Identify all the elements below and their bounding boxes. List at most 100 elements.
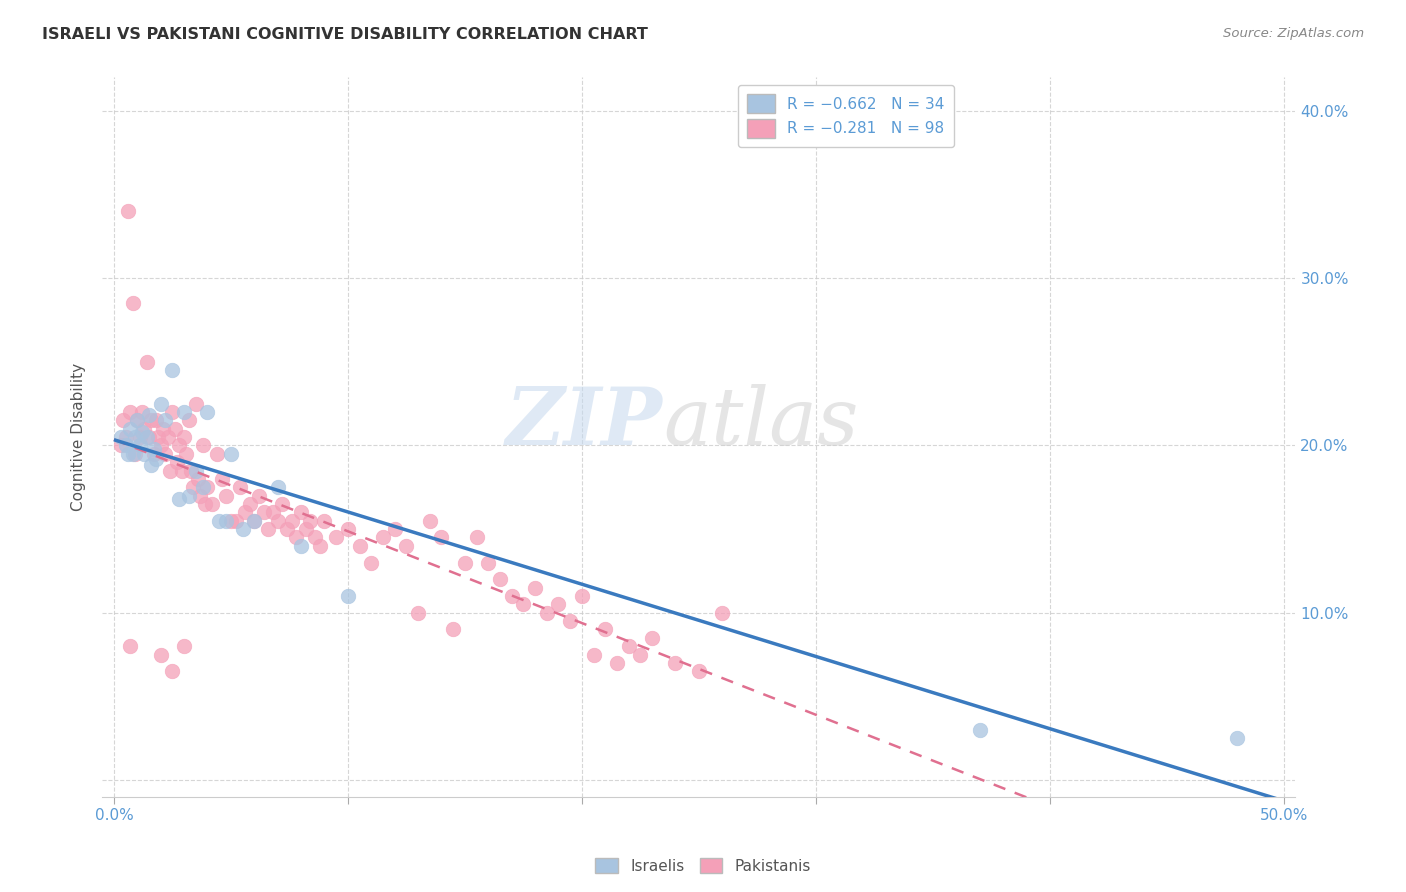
- Point: [162, 405, 184, 419]
- Point: [184, 463, 207, 477]
- Point: [215, 489, 238, 503]
- Text: ISRAELI VS PAKISTANI COGNITIVE DISABILITY CORRELATION CHART: ISRAELI VS PAKISTANI COGNITIVE DISABILIT…: [42, 27, 648, 42]
- Point: [173, 639, 195, 653]
- Point: [267, 514, 290, 528]
- Point: [501, 589, 523, 603]
- Point: [173, 405, 195, 419]
- Point: [121, 296, 143, 310]
- Point: [120, 639, 142, 653]
- Point: [524, 581, 547, 595]
- Point: [141, 458, 163, 473]
- Point: [156, 430, 179, 444]
- Point: [211, 472, 233, 486]
- Point: [304, 530, 326, 544]
- Point: [114, 430, 136, 444]
- Point: [134, 447, 156, 461]
- Point: [229, 480, 252, 494]
- Point: [290, 505, 312, 519]
- Point: [349, 539, 371, 553]
- Point: [711, 606, 734, 620]
- Point: [117, 204, 139, 219]
- Point: [617, 639, 640, 653]
- Point: [114, 438, 136, 452]
- Point: [187, 472, 209, 486]
- Point: [257, 522, 280, 536]
- Point: [285, 530, 308, 544]
- Point: [280, 514, 302, 528]
- Point: [243, 514, 266, 528]
- Point: [582, 648, 605, 662]
- Point: [166, 455, 188, 469]
- Point: [163, 422, 186, 436]
- Point: [177, 489, 200, 503]
- Point: [419, 514, 441, 528]
- Point: [135, 430, 157, 444]
- Point: [969, 723, 991, 737]
- Point: [162, 664, 184, 678]
- Point: [336, 589, 359, 603]
- Point: [159, 463, 181, 477]
- Point: [128, 438, 150, 452]
- Point: [239, 497, 262, 511]
- Point: [112, 413, 135, 427]
- Point: [395, 539, 418, 553]
- Text: Source: ZipAtlas.com: Source: ZipAtlas.com: [1223, 27, 1364, 40]
- Point: [197, 405, 219, 419]
- Point: [110, 430, 132, 444]
- Point: [489, 572, 512, 586]
- Point: [152, 422, 174, 436]
- Text: ZIP: ZIP: [506, 384, 664, 461]
- Legend: R = −0.662   N = 34, R = −0.281   N = 98: R = −0.662 N = 34, R = −0.281 N = 98: [738, 85, 953, 147]
- Point: [131, 405, 153, 419]
- Point: [243, 514, 266, 528]
- Point: [176, 447, 198, 461]
- Point: [135, 355, 157, 369]
- Point: [169, 491, 191, 506]
- Point: [641, 631, 664, 645]
- Point: [110, 438, 132, 452]
- Point: [271, 497, 294, 511]
- Point: [430, 530, 453, 544]
- Point: [142, 442, 165, 456]
- Point: [299, 514, 322, 528]
- Point: [593, 623, 616, 637]
- Point: [628, 648, 651, 662]
- Point: [336, 522, 359, 536]
- Point: [512, 597, 534, 611]
- Point: [142, 447, 165, 461]
- Point: [247, 489, 270, 503]
- Y-axis label: Cognitive Disability: Cognitive Disability: [72, 363, 86, 511]
- Point: [571, 589, 593, 603]
- Point: [170, 463, 193, 477]
- Point: [384, 522, 406, 536]
- Point: [1226, 731, 1249, 746]
- Point: [155, 413, 177, 427]
- Point: [149, 396, 172, 410]
- Point: [225, 514, 247, 528]
- Point: [134, 422, 156, 436]
- Point: [145, 413, 167, 427]
- Point: [688, 664, 710, 678]
- Legend: Israelis, Pakistanis: Israelis, Pakistanis: [589, 852, 817, 880]
- Point: [606, 656, 628, 670]
- Point: [262, 505, 284, 519]
- Point: [290, 539, 312, 553]
- Point: [219, 514, 242, 528]
- Point: [149, 648, 172, 662]
- Point: [371, 530, 394, 544]
- Point: [121, 447, 143, 461]
- Point: [120, 422, 142, 436]
- Point: [191, 480, 214, 494]
- Point: [454, 556, 477, 570]
- Point: [267, 480, 290, 494]
- Point: [308, 539, 330, 553]
- Point: [141, 413, 163, 427]
- Point: [128, 430, 150, 444]
- Point: [184, 396, 207, 410]
- Point: [169, 438, 191, 452]
- Point: [191, 438, 214, 452]
- Point: [205, 447, 228, 461]
- Point: [276, 522, 298, 536]
- Point: [314, 514, 336, 528]
- Point: [183, 480, 205, 494]
